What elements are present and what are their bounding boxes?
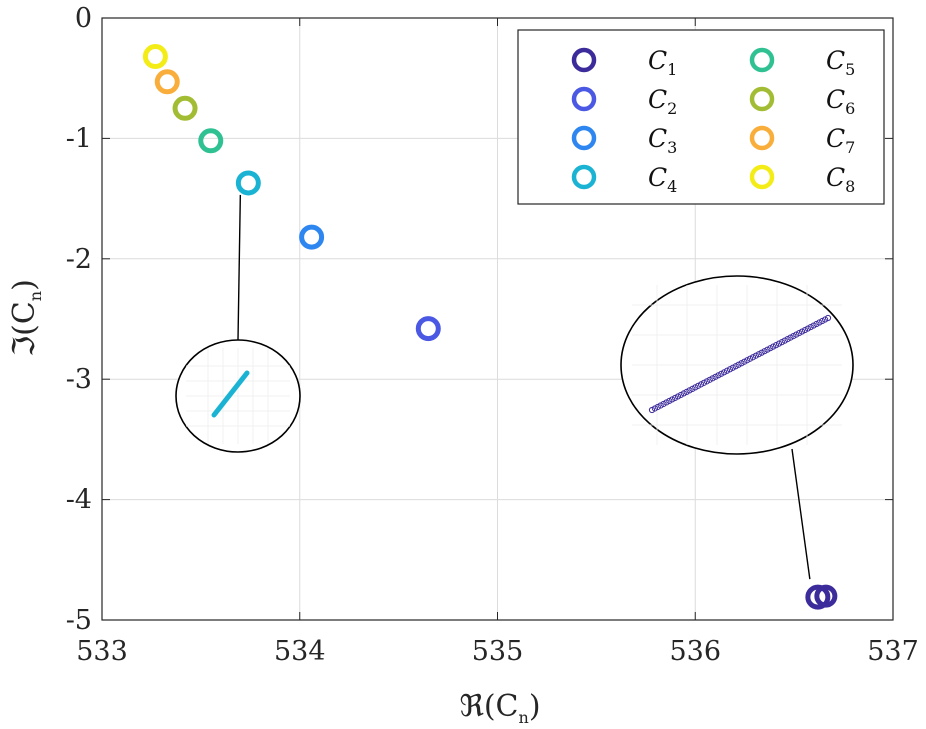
legend-marker-c7 xyxy=(749,125,775,151)
data-point-c5 xyxy=(198,128,224,154)
x-tick-label: 534 xyxy=(274,636,326,667)
plot-frame xyxy=(101,17,894,621)
y-tick-label: -2 xyxy=(66,244,92,275)
x-tick-label: 535 xyxy=(472,636,524,667)
x-tick-label: 533 xyxy=(76,636,128,667)
legend-label-c3: C3 xyxy=(648,124,677,157)
x-axis-label: ℜ(Cn) xyxy=(459,689,540,727)
legend-label-c2: C2 xyxy=(648,85,677,118)
y-tick-label: -4 xyxy=(66,485,92,516)
data-point-c2 xyxy=(415,316,441,342)
legend-box xyxy=(517,29,885,205)
legend-marker-c8 xyxy=(749,164,775,190)
data-point-c3 xyxy=(299,224,325,250)
legend-label-c8: C8 xyxy=(826,163,855,196)
data-point-c1-trail xyxy=(814,584,838,608)
legend-label-c6: C6 xyxy=(826,85,855,118)
legend-label-c4: C4 xyxy=(648,163,677,196)
y-tick-label: 0 xyxy=(75,3,92,34)
legend-marker-c6 xyxy=(749,86,775,112)
legend-marker-c2 xyxy=(571,86,597,112)
y-axis-label: ℑ(Cn) xyxy=(7,279,45,357)
y-tick-label: -5 xyxy=(66,605,92,636)
tick-layer: 533 534 535 536 537 0 -1 -2 -3 -4 -5 xyxy=(66,3,919,667)
legend-label-c5: C5 xyxy=(826,46,855,79)
inset-c4-connector xyxy=(237,194,242,341)
data-point-c6 xyxy=(172,95,198,121)
x-tick-label: 537 xyxy=(867,636,919,667)
data-point-c8 xyxy=(142,44,168,70)
legend-label-c1: C1 xyxy=(648,46,677,79)
y-tick-label: -1 xyxy=(66,123,92,154)
data-point-c7 xyxy=(154,69,180,95)
legend-marker-c1 xyxy=(571,47,597,73)
legend-marker-c3 xyxy=(571,125,597,151)
marker-layer xyxy=(142,44,838,610)
inset-c1-connector xyxy=(791,448,811,580)
inset-c4-trajectory xyxy=(211,370,250,418)
data-point-c4 xyxy=(235,170,261,196)
x-tick-label: 536 xyxy=(669,636,721,667)
inset-layer xyxy=(175,194,854,580)
legend: C1 C2 C3 C4 C5 C6 C7 C8 xyxy=(517,29,885,205)
legend-label-c7: C7 xyxy=(826,124,855,157)
inset-c1-sample-point xyxy=(824,314,832,322)
y-tick-label: -3 xyxy=(66,364,92,395)
data-point-c1 xyxy=(805,584,831,610)
legend-marker-c5 xyxy=(749,47,775,73)
legend-marker-c4 xyxy=(571,164,597,190)
